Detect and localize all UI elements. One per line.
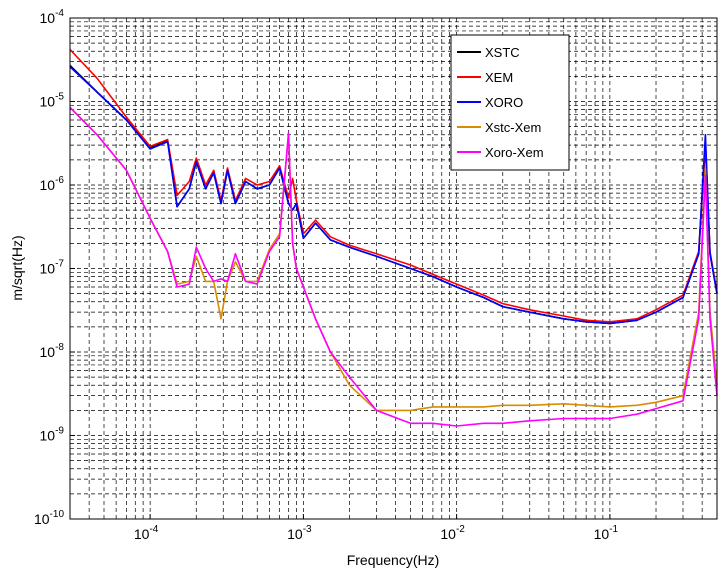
y-tick-label: 10-9 — [40, 426, 65, 444]
x-tick-label: 10-1 — [594, 524, 619, 542]
series-line-xoro-xem — [69, 106, 718, 427]
y-tick-label: 10-10 — [34, 509, 64, 527]
legend-label-xoro: XORO — [485, 95, 523, 110]
x-tick-label: 10-2 — [440, 524, 465, 542]
x-axis: 10-4 10-3 10-2 10-1 — [134, 514, 619, 542]
legend-label-xem: XEM — [485, 70, 513, 85]
legend-label-xstc-xem: Xstc-Xem — [485, 120, 541, 135]
series-line-xoro — [69, 66, 718, 325]
y-tick-label: 10-6 — [40, 175, 65, 193]
y-tick-label: 10-5 — [40, 92, 65, 110]
x-tick-label: 10-3 — [287, 524, 312, 542]
legend: XSTC XEM XORO Xstc-Xem Xoro-Xem — [450, 34, 570, 171]
y-axis-label: m/sqrt(Hz) — [9, 235, 25, 300]
y-tick-label: 10-4 — [40, 8, 65, 26]
legend-label-xstc: XSTC — [485, 45, 520, 60]
series-line-xem — [69, 48, 718, 323]
y-axis: 10-10 10-9 10-8 10-7 10-6 10-5 10-4 — [34, 8, 75, 527]
x-axis-label: Frequency(Hz) — [347, 552, 440, 568]
series-layer — [69, 48, 718, 427]
y-tick-label: 10-8 — [40, 342, 65, 360]
x-tick-label: 10-4 — [134, 524, 159, 542]
y-tick-label: 10-7 — [40, 259, 65, 277]
legend-label-xoro-xem: Xoro-Xem — [485, 145, 544, 160]
